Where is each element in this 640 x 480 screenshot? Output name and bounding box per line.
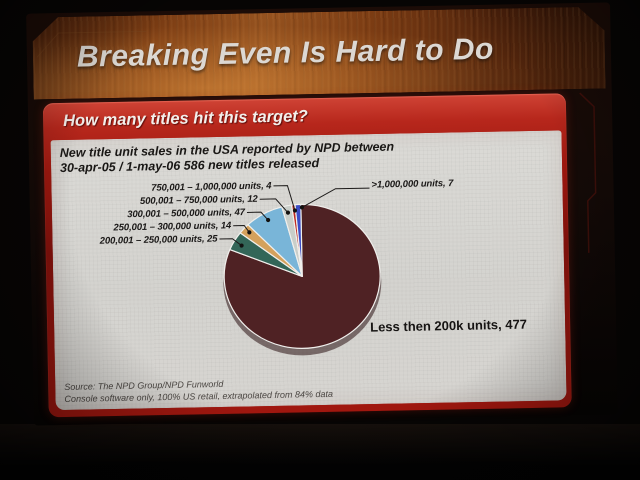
content-panel: How many titles hit this target? New tit… xyxy=(42,93,572,418)
presentation-slide: Breaking Even Is Hard to Do How many tit… xyxy=(26,2,618,426)
chart-description: New title unit sales in the USA reported… xyxy=(60,140,395,175)
source-note: Source: The NPD Group/NPD Funworld Conso… xyxy=(64,377,333,405)
slide-title: Breaking Even Is Hard to Do xyxy=(76,32,495,74)
panel-body: New title unit sales in the USA reported… xyxy=(50,130,567,411)
header-band: Breaking Even Is Hard to Do xyxy=(32,7,605,100)
question-bar: How many titles hit this target? xyxy=(62,107,309,130)
room-shadow xyxy=(0,424,640,480)
